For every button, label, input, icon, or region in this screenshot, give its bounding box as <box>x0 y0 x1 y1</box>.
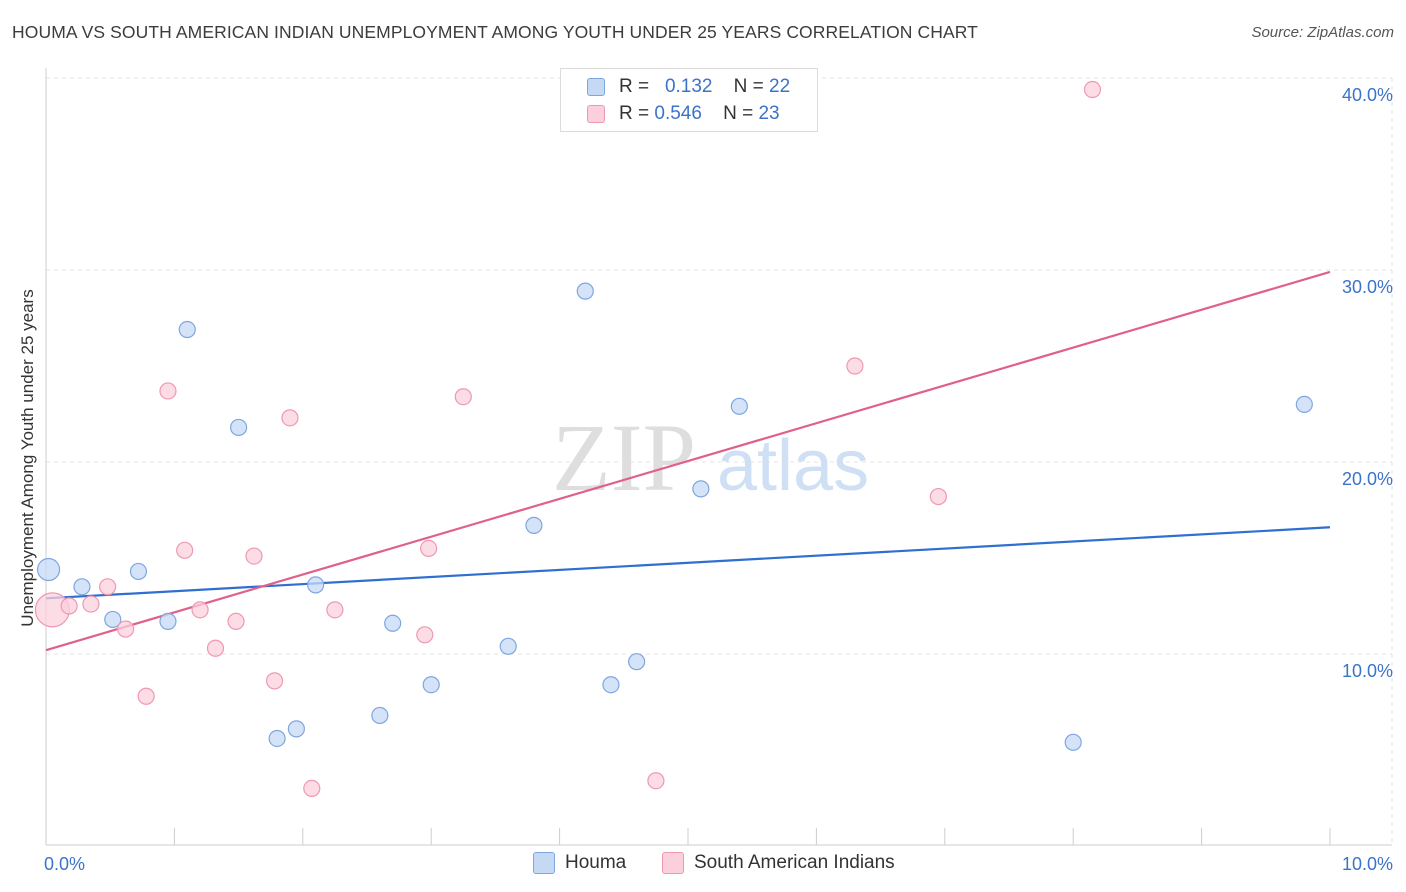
houma-point <box>692 480 710 498</box>
sai-point <box>420 539 438 558</box>
chart-title: HOUMA VS SOUTH AMERICAN INDIAN UNEMPLOYM… <box>12 22 978 42</box>
y-tick-label: 40.0% <box>1342 85 1393 105</box>
houma-point <box>371 706 389 725</box>
houma-point <box>307 576 325 594</box>
houma-point <box>230 418 248 437</box>
watermark: ZIP atlas <box>552 404 869 511</box>
tick-labels: 10.0% 20.0% 30.0% 40.0% 0.0% 10.0% <box>44 85 1393 874</box>
houma-point <box>159 612 177 630</box>
houma-point <box>1064 733 1082 751</box>
houma-point <box>602 676 620 694</box>
sai-point <box>326 601 344 619</box>
houma-legend-swatch <box>533 852 555 874</box>
legend-r-value: 0.132 <box>664 76 713 97</box>
sai-point <box>99 578 117 596</box>
data-points <box>34 80 1313 798</box>
sai-point <box>1083 80 1102 99</box>
sai-point <box>60 597 78 615</box>
sai-point <box>117 620 135 638</box>
houma-point <box>525 516 543 534</box>
source-label: Source: ZipAtlas.com <box>1251 24 1394 41</box>
houma-point <box>384 614 402 632</box>
sai-point <box>416 626 434 644</box>
houma-point <box>129 562 148 581</box>
houma-point <box>576 282 594 300</box>
legend-r-label: R = <box>619 76 650 97</box>
legend-r-label: R = <box>619 103 650 124</box>
houma-point <box>1295 395 1313 413</box>
houma-point <box>422 676 440 694</box>
y-tick-label: 30.0% <box>1342 277 1393 297</box>
legend-row-houma: R = 0.132 N = 22 <box>587 75 790 99</box>
y-tick-label: 20.0% <box>1342 469 1393 489</box>
houma-point <box>730 397 748 415</box>
bottom-legend-sai: South American Indians <box>662 852 895 874</box>
sai-point <box>281 409 299 427</box>
houma-point <box>499 637 517 655</box>
houma-point <box>36 557 61 582</box>
legend-n-value: 22 <box>769 76 791 97</box>
sai-point <box>647 772 665 790</box>
sai-point <box>303 779 321 798</box>
houma-swatch <box>587 78 605 96</box>
sai-point <box>265 672 284 690</box>
houma-legend-label: Houma <box>565 852 627 873</box>
sai-swatch <box>587 105 605 123</box>
legend-n-label: N = <box>733 76 764 97</box>
sai-point <box>245 547 263 565</box>
legend-r-value: 0.546 <box>654 103 702 124</box>
sai-point <box>191 601 209 619</box>
sai-legend-swatch <box>662 852 684 874</box>
x-tick-label: 0.0% <box>44 854 85 874</box>
houma-point <box>287 720 305 738</box>
y-tick-label: 10.0% <box>1342 661 1393 681</box>
legend-row-sai: R = 0.546 N = 23 <box>587 102 780 126</box>
x-tick-label: 10.0% <box>1342 854 1393 874</box>
sai-trend-line <box>45 270 1331 652</box>
sai-point <box>159 382 177 400</box>
houma-point <box>178 320 196 339</box>
axes-layer <box>45 68 1392 846</box>
sai-point <box>206 639 225 657</box>
houma-point <box>268 729 286 748</box>
sai-point <box>929 487 947 506</box>
houma-point <box>73 578 91 596</box>
houma-trend-line <box>45 526 1331 600</box>
watermark-atlas: atlas <box>717 426 869 506</box>
trend-lines <box>45 270 1331 652</box>
sai-point <box>137 687 155 705</box>
legend-n-label: N = <box>723 103 754 124</box>
sai-point <box>82 595 100 613</box>
sai-point <box>846 357 864 375</box>
y-axis-label: Unemployment Among Youth under 25 years <box>18 289 37 627</box>
sai-point <box>227 612 245 630</box>
sai-point <box>454 388 472 406</box>
stats-legend: R = 0.132 N = 22 R = 0.546 N = 23 <box>560 68 818 132</box>
bottom-legend-houma: Houma <box>533 852 626 874</box>
sai-point <box>176 541 194 559</box>
sai-legend-label: South American Indians <box>694 852 895 873</box>
legend-n-value: 23 <box>758 103 780 124</box>
houma-point <box>104 610 122 629</box>
houma-point <box>628 653 646 671</box>
